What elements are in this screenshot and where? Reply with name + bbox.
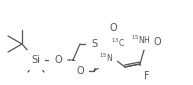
Text: Si: Si (32, 55, 41, 65)
Text: $^{15}$NH: $^{15}$NH (131, 34, 151, 46)
Text: O: O (109, 23, 117, 33)
Text: $^{13}$C: $^{13}$C (111, 37, 125, 49)
Text: O: O (54, 55, 62, 65)
Text: O: O (154, 37, 162, 47)
Text: F: F (144, 71, 150, 81)
Text: O: O (76, 66, 84, 76)
Text: $^{15}$N: $^{15}$N (99, 52, 113, 64)
Text: S: S (91, 39, 97, 49)
